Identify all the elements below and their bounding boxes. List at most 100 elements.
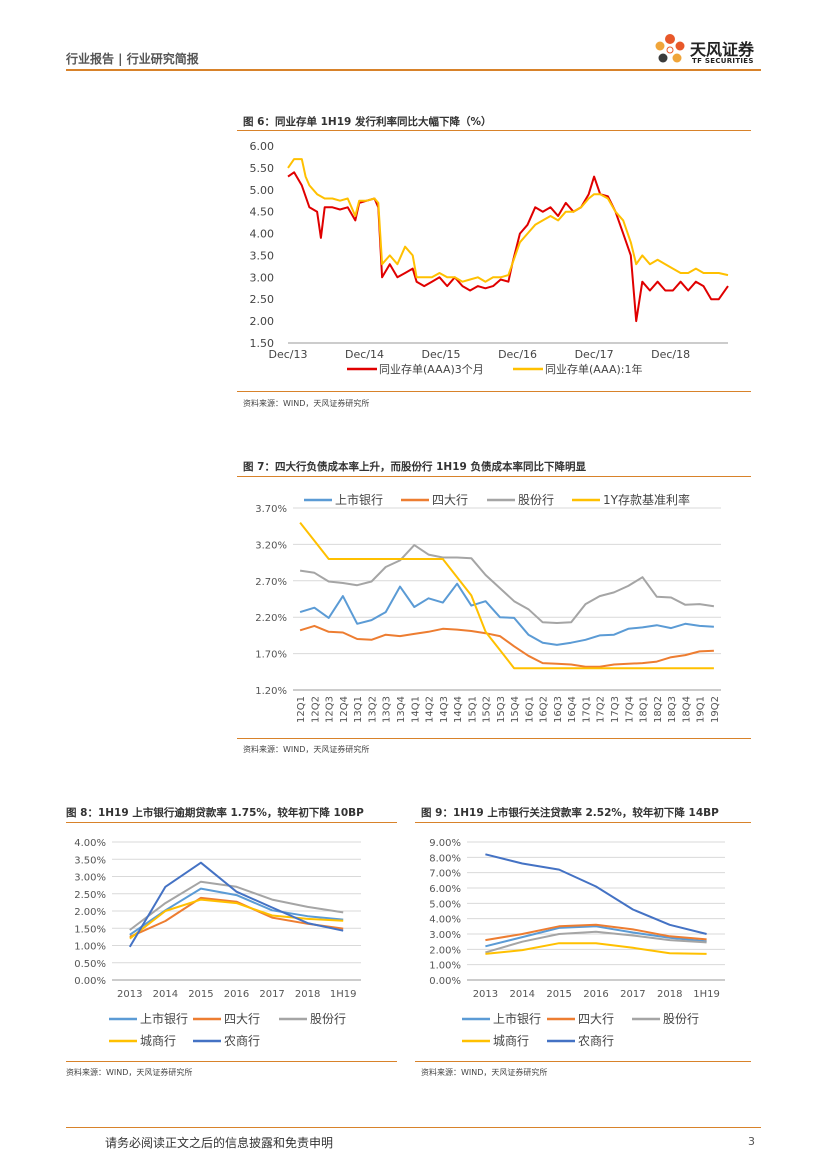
fig7-y-tick: 2.70% [255, 577, 287, 588]
fig7-bottom-rule [237, 738, 751, 739]
fig9-y-tick: 0.00% [429, 976, 461, 987]
fig7-chart: 3.70% 3.20% 2.70% 2.20% 1.70% 1.20% 12Q1 12Q2 12… [255, 492, 721, 723]
fig7-x-tick: 13Q1 [353, 696, 364, 723]
fig8-series-line-3 [129, 898, 344, 940]
fig8-legend-label: 农商行 [224, 1033, 260, 1048]
fig6-x-tick: Dec/14 [345, 348, 384, 361]
fig9-x-tick: 2015 [546, 989, 571, 1000]
fig9-series-line-3 [485, 942, 707, 955]
fig7-top-rule [237, 476, 751, 477]
fig7-x-tick: 14Q2 [425, 696, 436, 723]
fig6-top-rule [237, 130, 751, 131]
fig7-x-tick: 12Q2 [310, 696, 321, 723]
fig9-chart: 9.00% 8.00% 7.00% 6.00% 5.00% 4.00% 3.00% 2.00%… [429, 838, 725, 1048]
fig7-x-tick: 13Q3 [382, 696, 393, 723]
fig7-x-tick: 12Q3 [325, 696, 336, 723]
fig6-y-tick: 2.00 [250, 315, 275, 328]
fig8-legend-label: 上市银行 [140, 1011, 188, 1026]
fig6-y-tick: 5.00 [250, 184, 275, 197]
fig8-x-tick: 2017 [259, 989, 284, 1000]
fig9-series-line-1 [485, 923, 707, 942]
fig7-x-tick: 16Q3 [553, 696, 564, 723]
fig8-y-tick: 2.50% [74, 890, 106, 901]
fig7-series-line-2 [299, 544, 715, 624]
fig9-bottom-rule [415, 1061, 751, 1062]
fig6-y-tick: 3.50 [250, 249, 275, 262]
fig7-legend-label: 股份行 [518, 493, 554, 507]
fig7-x-tick: 17Q2 [596, 696, 607, 723]
fig9-legend-label: 四大行 [578, 1012, 614, 1026]
fig8-series-line-2 [129, 880, 344, 931]
fig6-y-tick: 1.50 [250, 337, 275, 350]
fig9-x-tick: 2013 [473, 989, 498, 1000]
fig7-x-tick: 17Q4 [624, 696, 635, 723]
fig8-title: 图 8：1H19 上市银行逾期贷款率 1.75%，较年初下降 10BP [66, 807, 364, 819]
fig7-y-tick: 2.20% [255, 613, 287, 624]
fig9-y-tick: 6.00% [429, 884, 461, 895]
fig8-y-tick: 0.50% [74, 959, 106, 970]
fig8-y-tick: 4.00% [74, 838, 106, 849]
fig7-x-tick: 18Q4 [681, 696, 692, 723]
logo-en: TF SECURITIES [692, 57, 754, 65]
fig7-x-tick: 13Q2 [367, 696, 378, 723]
fig7-x-tick: 15Q3 [496, 696, 507, 723]
fig8-source: 资料来源：WIND，天风证券研究所 [66, 1068, 193, 1077]
fig8-y-tick: 1.00% [74, 942, 106, 953]
footer-disclaimer: 请务必阅读正文之后的信息披露和免责申明 [105, 1136, 334, 1150]
fig7-source: 资料来源：WIND，天风证券研究所 [243, 745, 370, 754]
fig7-x-tick: 16Q1 [524, 696, 535, 723]
fig7-x-tick: 15Q1 [467, 696, 478, 723]
fig9-title: 图 9：1H19 上市银行关注贷款率 2.52%，较年初下降 14BP [421, 807, 719, 819]
fig6-x-tick: Dec/13 [269, 348, 308, 361]
fig9-y-tick: 9.00% [429, 838, 461, 849]
fig8-y-tick: 1.50% [74, 924, 106, 935]
fig7-y-tick: 1.20% [255, 686, 287, 697]
fig8-y-tick: 2.00% [74, 907, 106, 918]
report-header: 行业报告 | 行业研究简报 [66, 52, 199, 66]
fig6-x-tick: Dec/17 [575, 348, 614, 361]
fig9-y-tick: 7.00% [429, 869, 461, 880]
fig7-series-line-1 [299, 624, 714, 668]
fig7-x-tick: 14Q1 [410, 696, 421, 723]
fig6-series-line-1 [287, 158, 729, 283]
fig9-x-tick: 2017 [620, 989, 645, 1000]
fig7-series-line-3 [299, 521, 714, 670]
fig7-y-tick: 3.20% [255, 540, 287, 551]
fig6-y-tick: 4.50 [250, 206, 275, 219]
fig7-x-tick: 18Q1 [639, 696, 650, 723]
fig9-y-tick: 8.00% [429, 853, 461, 864]
fig9-series-line-0 [485, 925, 707, 948]
fig6-bottom-rule [237, 391, 751, 392]
fig9-y-tick: 2.00% [429, 945, 461, 956]
fig6-y-tick: 5.50 [250, 162, 275, 175]
fig9-x-tick: 2018 [657, 989, 682, 1000]
fig8-legend-label: 城商行 [140, 1033, 176, 1048]
fig6-y-tick: 2.50 [250, 293, 275, 306]
page-number: 3 [748, 1135, 755, 1148]
fig8-y-tick: 3.50% [74, 855, 106, 866]
fig7-x-tick: 17Q3 [610, 696, 621, 723]
fig6-y-tick: 6.00 [250, 140, 275, 153]
fig7-x-tick: 15Q4 [510, 696, 521, 723]
fig6-title: 图 6：同业存单 1H19 发行利率同比大幅下降（%） [243, 116, 492, 128]
fig7-legend-label: 四大行 [432, 493, 468, 507]
fig7-legend-label: 1Y存款基准利率 [603, 492, 690, 507]
logo-name: 天风证券 [690, 40, 755, 59]
fig7-x-tick: 13Q4 [396, 696, 407, 723]
fig6-x-tick: Dec/18 [651, 348, 690, 361]
fig9-legend-label: 城商行 [493, 1033, 529, 1048]
fig6-series-line-0 [287, 171, 729, 323]
fig7-x-tick: 14Q3 [439, 696, 450, 723]
fig7-x-tick: 15Q2 [482, 696, 493, 723]
fig8-x-tick: 2014 [153, 989, 178, 1000]
fig7-x-tick: 12Q4 [339, 696, 350, 723]
fig7-x-tick: 14Q4 [453, 696, 464, 723]
fig9-y-tick: 3.00% [429, 930, 461, 941]
fig7-x-tick: 12Q1 [296, 696, 307, 723]
fig8-x-tick: 1H19 [330, 989, 357, 1000]
fig9-legend-label: 上市银行 [493, 1011, 541, 1026]
fig8-chart: 4.00% 3.50% 3.00% 2.50% 2.00% 1.50% 1.00% 0.50%… [74, 838, 361, 1048]
fig9-y-tick: 1.00% [429, 961, 461, 972]
fig9-source: 资料来源：WIND，天风证券研究所 [421, 1068, 548, 1077]
fig8-legend-label: 股份行 [310, 1012, 346, 1026]
